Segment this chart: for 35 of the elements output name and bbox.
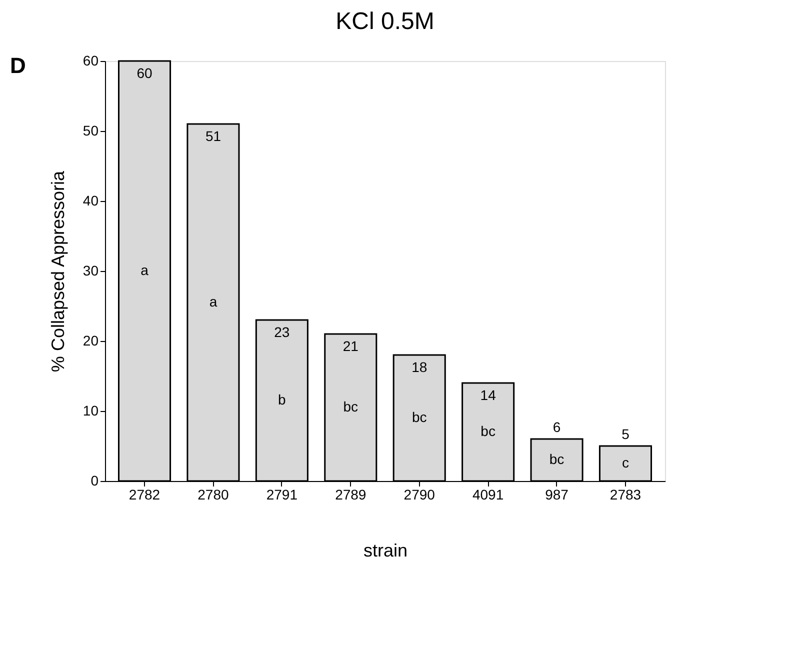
x-tick-label: 2790 <box>404 486 436 502</box>
data-label: 60 <box>136 65 153 81</box>
y-tick-label: 50 <box>82 122 99 138</box>
text: D <box>10 53 26 78</box>
chart-title: KCl 0.5M <box>336 8 434 35</box>
data-label: 21 <box>342 338 359 354</box>
annotation: a <box>209 294 218 310</box>
y-tick-label: 0 <box>90 472 99 488</box>
annotation: c <box>622 454 629 470</box>
y-axis-title: % Collapsed Appressoria <box>48 170 68 372</box>
y-tick-label: 40 <box>82 192 99 208</box>
x-tick-label: 2791 <box>266 486 298 502</box>
data-label: 6 <box>552 419 561 435</box>
data-label: 23 <box>274 324 290 340</box>
data-label: 51 <box>205 128 222 144</box>
data-label: 5 <box>622 426 630 442</box>
data-label: 18 <box>412 359 428 375</box>
annotation: bc <box>549 451 564 467</box>
annotation: bc <box>343 398 358 414</box>
annotation: bc <box>480 423 496 439</box>
y-tick-label: 60 <box>82 52 99 68</box>
y-tick-label: 20 <box>82 332 99 348</box>
data-label: 14 <box>480 387 496 403</box>
y-tick-label: 30 <box>82 262 99 278</box>
x-tick-label: 2789 <box>335 486 366 502</box>
y-tick-label: 10 <box>82 402 99 418</box>
x-tick-label: 2783 <box>610 486 642 502</box>
x-tick-label: 2782 <box>128 486 160 502</box>
x-tick-label: 987 <box>545 486 569 502</box>
annotation: bc <box>412 409 427 425</box>
annotation: a <box>140 262 149 278</box>
x-axis-title: strain <box>363 540 408 560</box>
annotation: b <box>278 392 286 408</box>
x-tick-label: 2780 <box>198 486 229 502</box>
x-tick-label: 4091 <box>472 486 504 502</box>
